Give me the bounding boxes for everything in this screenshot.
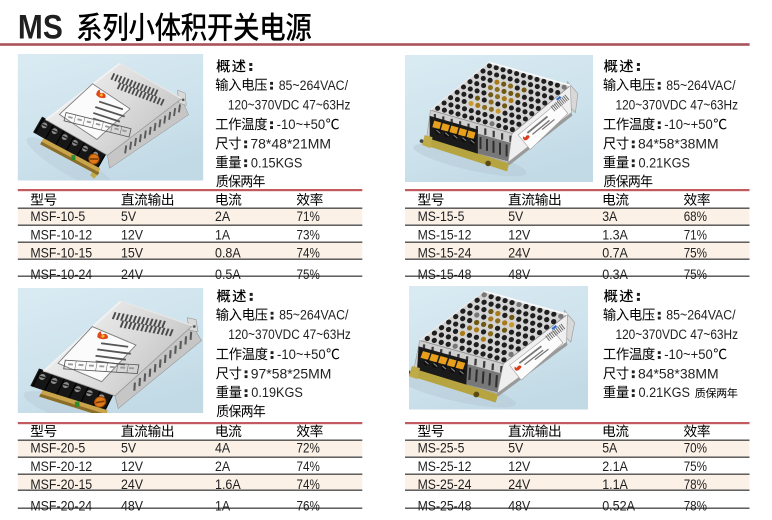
- svg-text:5A: 5A: [602, 441, 617, 456]
- svg-text:85~264VAC/: 85~264VAC/: [279, 308, 348, 324]
- svg-text:MSF-10-5: MSF-10-5: [30, 209, 85, 224]
- svg-text:MSF-10-12: MSF-10-12: [30, 227, 92, 242]
- svg-text:74%: 74%: [297, 477, 320, 492]
- svg-text:75%: 75%: [684, 459, 707, 474]
- svg-text:48V: 48V: [508, 267, 530, 282]
- svg-text:120~370VDC 47~63Hz: 120~370VDC 47~63Hz: [228, 97, 351, 113]
- svg-text:2A: 2A: [215, 209, 230, 224]
- svg-text:MSF-20-5: MSF-20-5: [30, 441, 85, 456]
- svg-text:5V: 5V: [508, 209, 523, 224]
- svg-text:12V: 12V: [508, 459, 530, 474]
- svg-text:85~264VAC/: 85~264VAC/: [279, 78, 348, 94]
- svg-text:0.8A: 0.8A: [215, 245, 241, 260]
- svg-text:-10~+50: -10~+50: [277, 117, 326, 133]
- svg-text:74%: 74%: [297, 245, 320, 260]
- svg-text:MS-15-12: MS-15-12: [418, 227, 472, 242]
- svg-text:MS-15-48: MS-15-48: [418, 267, 472, 282]
- svg-text:12V: 12V: [508, 227, 530, 242]
- svg-text:-10~+50: -10~+50: [277, 347, 326, 363]
- svg-text:78%: 78%: [684, 477, 707, 492]
- svg-text:24V: 24V: [508, 245, 530, 260]
- svg-text:2A: 2A: [215, 459, 230, 474]
- svg-text:70%: 70%: [684, 441, 707, 456]
- svg-text:120~370VDC 47~63Hz: 120~370VDC 47~63Hz: [616, 97, 739, 113]
- svg-text:85~264VAC/: 85~264VAC/: [666, 308, 735, 324]
- svg-text:24V: 24V: [121, 267, 143, 282]
- svg-text:MSF-20-24: MSF-20-24: [30, 498, 92, 513]
- svg-text:0.21KGS: 0.21KGS: [639, 385, 691, 401]
- svg-text:1.1A: 1.1A: [602, 477, 628, 492]
- svg-text:71%: 71%: [684, 227, 707, 242]
- svg-text:78*48*21MM: 78*48*21MM: [250, 136, 331, 152]
- svg-text:1A: 1A: [215, 227, 230, 242]
- svg-text:120~370VDC 47~63Hz: 120~370VDC 47~63Hz: [228, 327, 350, 343]
- svg-text:5V: 5V: [508, 441, 523, 456]
- svg-text:75%: 75%: [684, 267, 707, 282]
- svg-text:MSF-10-24: MSF-10-24: [30, 267, 92, 282]
- svg-text:68%: 68%: [684, 209, 707, 224]
- svg-text:72%: 72%: [297, 441, 320, 456]
- svg-text:1.6A: 1.6A: [215, 477, 241, 492]
- svg-text:12V: 12V: [121, 227, 143, 242]
- svg-text:48V: 48V: [508, 498, 530, 513]
- svg-text:0.19KGS: 0.19KGS: [251, 385, 302, 401]
- svg-text:MSF-10-15: MSF-10-15: [30, 245, 92, 260]
- svg-text:1A: 1A: [215, 498, 230, 513]
- svg-text:-10~+50: -10~+50: [664, 117, 713, 133]
- svg-text:MS-15-24: MS-15-24: [418, 245, 472, 260]
- svg-text:74%: 74%: [297, 459, 320, 474]
- svg-text:0.3A: 0.3A: [602, 267, 628, 282]
- svg-text:3A: 3A: [602, 209, 617, 224]
- svg-text:97*58*25MM: 97*58*25MM: [251, 366, 332, 382]
- svg-text:75%: 75%: [684, 245, 707, 260]
- svg-text:12V: 12V: [121, 459, 143, 474]
- svg-text:84*58*38MM: 84*58*38MM: [638, 366, 719, 382]
- svg-text:MS-25-5: MS-25-5: [418, 441, 465, 456]
- svg-text:0.52A: 0.52A: [602, 498, 635, 513]
- svg-text:85~264VAC/: 85~264VAC/: [666, 78, 735, 94]
- svg-text:1.3A: 1.3A: [602, 227, 628, 242]
- svg-text:48V: 48V: [121, 498, 143, 513]
- svg-text:71%: 71%: [297, 209, 320, 224]
- svg-text:2.1A: 2.1A: [602, 459, 628, 474]
- svg-text:15V: 15V: [121, 245, 143, 260]
- svg-text:0.5A: 0.5A: [215, 267, 241, 282]
- svg-text:MSF-20-15: MSF-20-15: [30, 477, 92, 492]
- svg-text:24V: 24V: [121, 477, 143, 492]
- svg-text:MS-25-12: MS-25-12: [418, 459, 472, 474]
- svg-text:24V: 24V: [508, 477, 530, 492]
- svg-text:84*58*38MM: 84*58*38MM: [638, 136, 719, 152]
- svg-text:5V: 5V: [121, 441, 136, 456]
- svg-text:76%: 76%: [297, 498, 320, 513]
- svg-text:4A: 4A: [215, 441, 230, 456]
- svg-text:0.15KGS: 0.15KGS: [251, 155, 303, 171]
- svg-text:5V: 5V: [121, 209, 136, 224]
- svg-text:MS: MS: [18, 8, 63, 46]
- svg-text:73%: 73%: [297, 227, 320, 242]
- svg-text:MS-25-24: MS-25-24: [418, 477, 472, 492]
- svg-text:MS-15-5: MS-15-5: [418, 209, 465, 224]
- svg-text:0.21KGS: 0.21KGS: [639, 155, 691, 171]
- svg-text:-10~+50: -10~+50: [664, 347, 713, 363]
- svg-text:0.7A: 0.7A: [602, 245, 628, 260]
- svg-text:75%: 75%: [297, 267, 320, 282]
- svg-text:120~370VDC 47~63Hz: 120~370VDC 47~63Hz: [616, 327, 739, 343]
- svg-text:MS-25-48: MS-25-48: [418, 498, 472, 513]
- svg-text:78%: 78%: [684, 498, 707, 513]
- svg-text:MSF-20-12: MSF-20-12: [30, 459, 92, 474]
